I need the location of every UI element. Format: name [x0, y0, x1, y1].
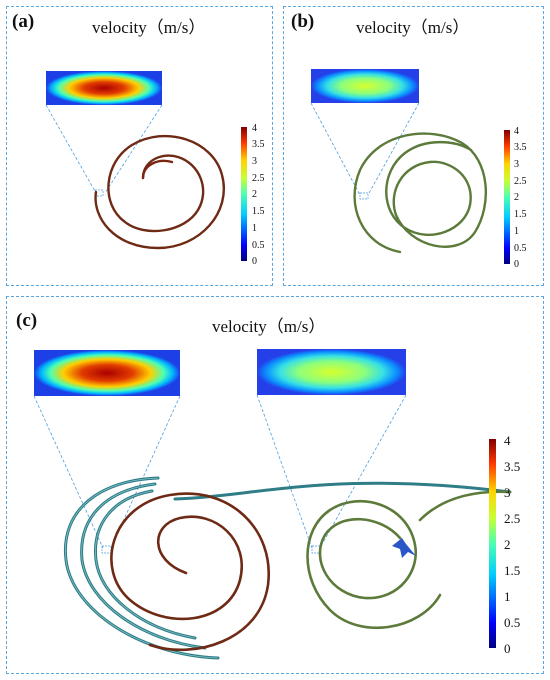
panel-b-label: (b) [291, 11, 315, 32]
colorbar-c-ticks: 4 3.5 3 2.5 2 1.5 1 0.5 0 [504, 433, 520, 656]
zoom-line-c-right-b [319, 394, 407, 549]
colorbar-a-tick: 1.5 [252, 206, 265, 217]
colorbar-a-tick: 2.5 [252, 173, 265, 184]
colorbar-c-tick: 3 [504, 485, 511, 500]
colorbar-b-tick: 3 [514, 159, 519, 170]
zoom-line-b-left [310, 102, 361, 196]
panel-a [6, 6, 273, 286]
colorbar-b [504, 130, 510, 264]
panel-a-figure: 4 3.5 3 2.5 2 1.5 1 0.5 0 [45, 71, 265, 267]
colorbar-c-tick: 1.5 [504, 563, 520, 578]
zoom-line-a-left [45, 104, 97, 194]
colorbar-b-tick: 0 [514, 259, 519, 270]
colorbar-a-tick: 3.5 [252, 139, 265, 150]
colorbar-c-tick: 3.5 [504, 459, 520, 474]
colorbar-b-tick: 2.5 [514, 176, 527, 187]
zoom-line-c-left-a [33, 395, 104, 549]
colorbar-c [489, 439, 496, 648]
panel-c-figure: 4 3.5 3 2.5 2 1.5 1 0.5 0 [33, 349, 520, 660]
colorbar-c-tick: 2 [504, 537, 511, 552]
colorbar-c-tick: 2.5 [504, 511, 520, 526]
panel-b [283, 6, 544, 286]
colorbar-b-tick: 1 [514, 226, 519, 237]
colorbar-a-tick: 4 [252, 123, 257, 134]
zoom-line-a-right [104, 104, 163, 194]
panel-c [6, 296, 544, 674]
colorbar-c-tick: 0 [504, 641, 511, 656]
colorbar-a [241, 127, 247, 261]
spiral-b [353, 132, 487, 254]
colorbar-a-ticks: 4 3.5 3 2.5 2 1.5 1 0.5 0 [252, 123, 265, 267]
spiral-c-left [110, 492, 271, 652]
spiral-c-right [306, 490, 512, 630]
spiral-c-tail [392, 538, 416, 558]
zoom-line-c-left-b [110, 395, 181, 549]
colorbar-b-tick: 0.5 [514, 243, 527, 254]
panel-b-title: velocity（m/s） [356, 18, 470, 37]
colorbar-b-tick: 4 [514, 126, 519, 137]
colorbar-a-tick: 0 [252, 256, 257, 267]
colorbar-c-tick: 0.5 [504, 615, 520, 630]
colorbar-b-tick: 2 [514, 192, 519, 203]
spiral-a [94, 134, 225, 250]
panel-c-title: velocity（m/s） [212, 317, 326, 336]
colorbar-a-tick: 0.5 [252, 240, 265, 251]
colorbar-b-ticks: 4 3.5 3 2.5 2 1.5 1 0.5 0 [514, 126, 527, 270]
zoom-line-c-right-a [256, 394, 313, 549]
zoom-line-b-right [367, 102, 420, 196]
panel-c-label: (c) [16, 310, 38, 331]
colorbar-a-tick: 3 [252, 156, 257, 167]
colorbar-a-tick: 1 [252, 223, 257, 234]
colorbar-b-tick: 1.5 [514, 209, 527, 220]
panel-b-figure: 4 3.5 3 2.5 2 1.5 1 0.5 0 [310, 69, 527, 270]
colorbar-a-tick: 2 [252, 189, 257, 200]
panel-a-title: velocity（m/s） [92, 18, 206, 37]
colorbar-c-tick: 4 [504, 433, 511, 448]
spiral-c-outer-tubes [63, 476, 512, 660]
colorbar-c-tick: 1 [504, 589, 511, 604]
colorbar-b-tick: 3.5 [514, 142, 527, 153]
panel-a-label: (a) [12, 11, 35, 32]
